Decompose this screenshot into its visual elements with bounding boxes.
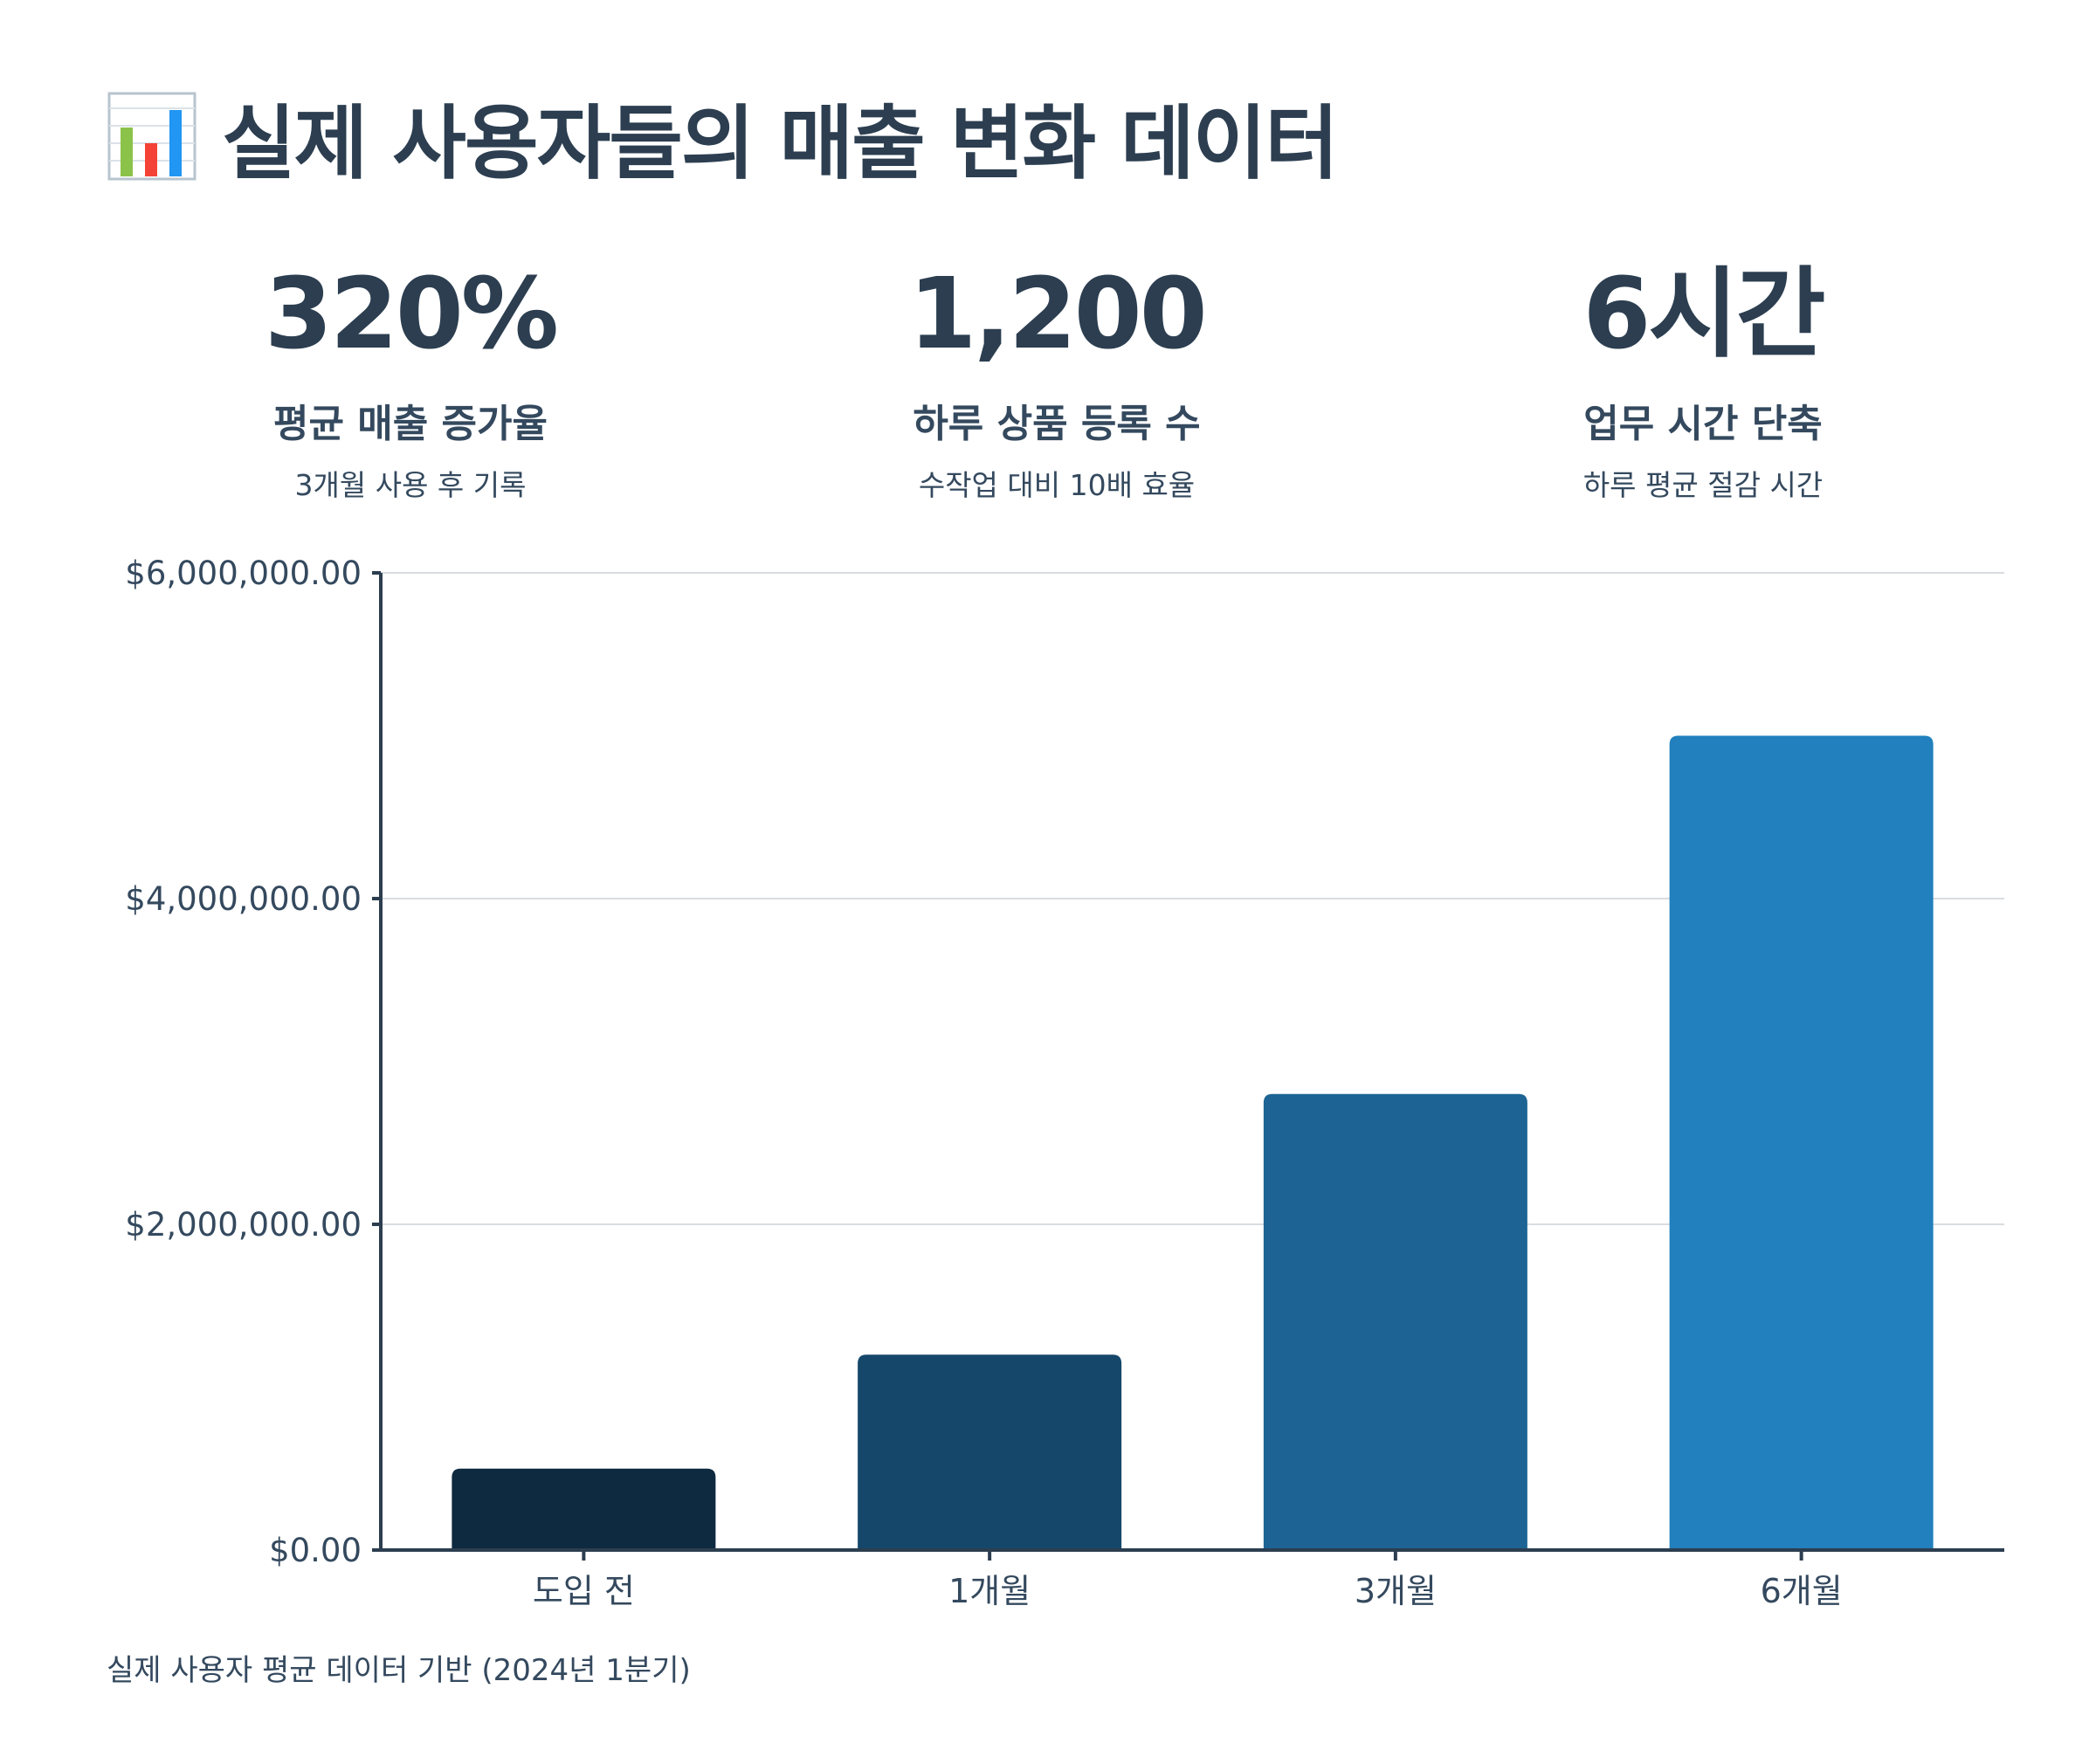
stat-note: 하루 평균 절감 시간: [1582, 468, 1824, 502]
x-tick-label: 도입 전: [533, 1572, 635, 1610]
stat-value: 6시간: [1582, 258, 1825, 371]
x-tick-label: 6개월: [1761, 1572, 1843, 1610]
stat-label: 업무 시간 단축: [1583, 402, 1823, 446]
stat-label: 하루 상품 등록 수: [913, 402, 1201, 446]
y-tick-label: $2,000,000.00: [125, 1206, 362, 1244]
stat-note: 3개월 사용 후 기록: [294, 468, 527, 502]
y-tick-label: $6,000,000.00: [125, 555, 362, 592]
stat-value: 320%: [264, 258, 559, 371]
stat-time-saved: 6시간 업무 시간 단축 하루 평균 절감 시간: [1441, 253, 1965, 505]
footnote: 실제 사용자 평균 데이터 기반 (2024년 1분기): [107, 1653, 691, 1688]
revenue-bar-chart: $0.00 $2,000,000.00 $4,000,000.00 $6,000,00…: [125, 555, 2004, 1610]
stat-value: 1,200: [908, 258, 1207, 371]
y-tick-label: $0.00: [269, 1532, 362, 1569]
bar: [452, 1468, 716, 1550]
bar-chart-icon: [107, 92, 196, 181]
bar: [858, 1354, 1122, 1550]
y-tick-label: $4,000,000.00: [125, 880, 362, 918]
stat-daily-products: 1,200 하루 상품 등록 수 수작업 대비 10배 효율: [795, 253, 1319, 505]
x-tick-label: 1개월: [948, 1572, 1031, 1610]
bar: [1669, 735, 1934, 1550]
page-title: 실제 사용자들의 매출 변화 데이터: [222, 96, 1339, 190]
bar: [1263, 1093, 1527, 1550]
stat-revenue-growth: 320% 평균 매출 증가율 3개월 사용 후 기록: [148, 253, 672, 505]
x-tick-label: 3개월: [1355, 1572, 1437, 1610]
stat-note: 수작업 대비 10배 효율: [918, 468, 1196, 502]
title-row: 실제 사용자들의 매출 변화 데이터: [107, 84, 1339, 190]
stat-label: 평균 매출 증가율: [273, 402, 548, 446]
